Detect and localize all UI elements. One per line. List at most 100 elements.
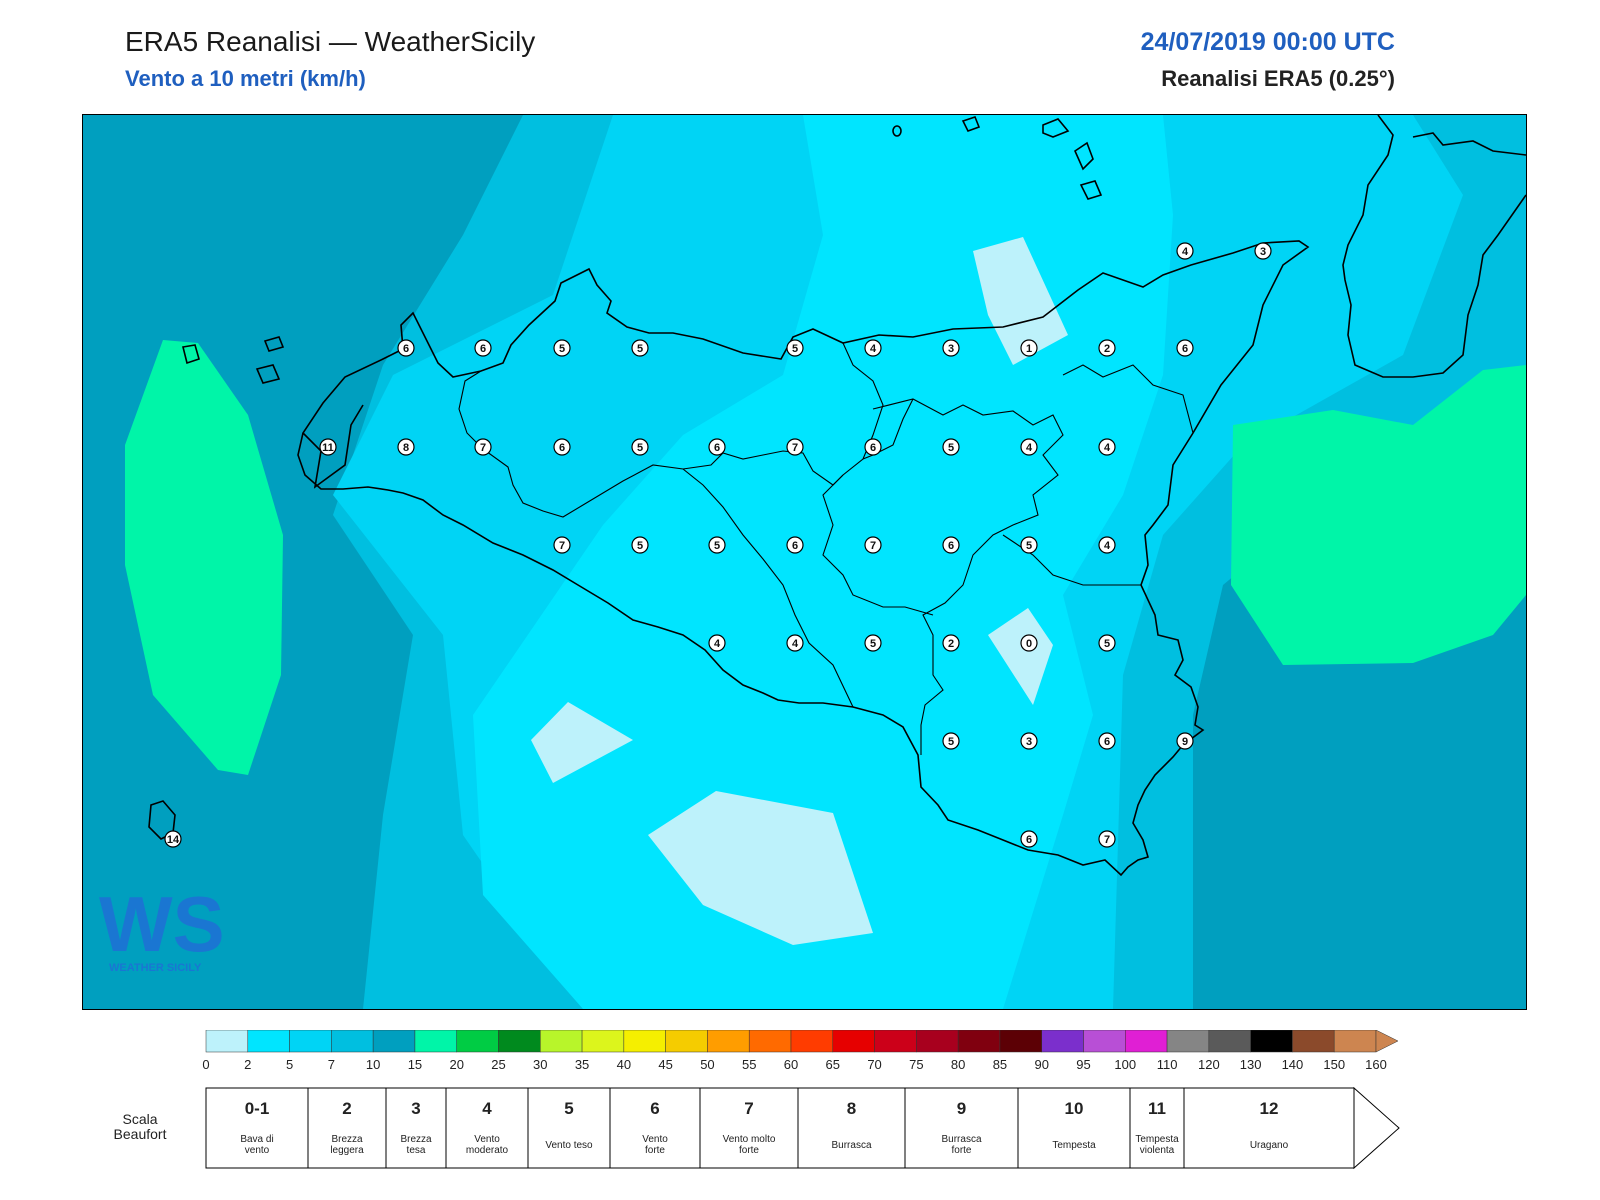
colorbar-segment bbox=[832, 1030, 875, 1053]
colorbar-tick-label: 10 bbox=[366, 1057, 380, 1072]
beaufort-number: 12 bbox=[1260, 1099, 1279, 1118]
station-marker: 8 bbox=[397, 438, 415, 456]
beaufort-name: Vento teso bbox=[545, 1140, 593, 1151]
colorbar-tick-label: 30 bbox=[533, 1057, 547, 1072]
station-value: 4 bbox=[1182, 246, 1189, 258]
colorbar-tick-label: 95 bbox=[1076, 1057, 1090, 1072]
colorbar-tick-label: 150 bbox=[1323, 1057, 1345, 1072]
colorbar-tick-label: 90 bbox=[1034, 1057, 1048, 1072]
colorbar-tick-label: 0 bbox=[202, 1057, 209, 1072]
colorbar-tick-label: 75 bbox=[909, 1057, 923, 1072]
beaufort-name: Vento bbox=[642, 1134, 668, 1145]
colorbar-segment bbox=[790, 1030, 834, 1053]
beaufort-name: forte bbox=[951, 1145, 971, 1156]
beaufort-number: 9 bbox=[957, 1099, 966, 1118]
station-marker: 3 bbox=[1254, 242, 1272, 260]
station-marker: 3 bbox=[942, 339, 960, 357]
colorbar-tick-label: 65 bbox=[826, 1057, 840, 1072]
colorbar-tick-label: 70 bbox=[867, 1057, 881, 1072]
colorbar-segment bbox=[1041, 1030, 1084, 1053]
station-value: 5 bbox=[948, 736, 954, 748]
colorbar-segment bbox=[1125, 1030, 1168, 1053]
station-value: 5 bbox=[792, 343, 798, 355]
colorbar-segment bbox=[205, 1030, 249, 1053]
station-value: 5 bbox=[559, 343, 565, 355]
station-value: 14 bbox=[167, 834, 180, 846]
weathersicily-logo: WS WEATHER SICILY bbox=[99, 880, 225, 974]
beaufort-number: 4 bbox=[482, 1099, 492, 1118]
station-value: 6 bbox=[792, 540, 798, 552]
station-value: 7 bbox=[480, 442, 486, 454]
station-marker: 5 bbox=[631, 438, 649, 456]
station-value: 4 bbox=[1104, 540, 1111, 552]
colorbar-tick-label: 2 bbox=[244, 1057, 251, 1072]
station-value: 5 bbox=[714, 540, 720, 552]
beaufort-number: 2 bbox=[342, 1099, 351, 1118]
colorbar-segment bbox=[1250, 1030, 1293, 1053]
colorbar-tick-label: 55 bbox=[742, 1057, 756, 1072]
station-marker: 5 bbox=[864, 634, 882, 652]
colorbar-segment bbox=[999, 1030, 1042, 1053]
colorbar-segment bbox=[331, 1030, 374, 1053]
colorbar-tick-label: 140 bbox=[1282, 1057, 1304, 1072]
station-marker: 5 bbox=[553, 339, 571, 357]
colorbar-tick-label: 20 bbox=[449, 1057, 463, 1072]
station-marker: 4 bbox=[1020, 438, 1038, 456]
colorbar-tick-label: 85 bbox=[993, 1057, 1007, 1072]
station-value: 4 bbox=[1104, 442, 1111, 454]
beaufort-number: 0-1 bbox=[245, 1099, 270, 1118]
valid-datetime: 24/07/2019 00:00 UTC bbox=[1140, 28, 1395, 56]
station-marker: 6 bbox=[786, 536, 804, 554]
station-marker: 7 bbox=[553, 536, 571, 554]
legend-area: 0 2 5 7 10 15 20 25 30 35 40 45 50 55 60 65 70 75 80 85 90 95… bbox=[202, 1030, 1400, 1170]
colorbar-segment bbox=[1333, 1030, 1377, 1053]
beaufort-number: 10 bbox=[1065, 1099, 1084, 1118]
beaufort-number: 5 bbox=[564, 1099, 573, 1118]
beaufort-class: 12 Uragano bbox=[1183, 1088, 1289, 1168]
colorbar-segment bbox=[289, 1030, 332, 1053]
station-value: 8 bbox=[403, 442, 409, 454]
station-value: 6 bbox=[1026, 834, 1032, 846]
station-value: 6 bbox=[403, 343, 409, 355]
station-value: 5 bbox=[870, 638, 876, 650]
station-value: 5 bbox=[1026, 540, 1032, 552]
station-marker: 6 bbox=[942, 536, 960, 554]
station-marker: 2 bbox=[942, 634, 960, 652]
colorbar-tick-label: 60 bbox=[784, 1057, 798, 1072]
station-marker: 14 bbox=[164, 830, 182, 848]
station-marker: 5 bbox=[708, 536, 726, 554]
station-marker: 6 bbox=[1176, 339, 1194, 357]
beaufort-class: 8 Burrasca bbox=[797, 1088, 872, 1168]
colorbar-tick-label: 15 bbox=[408, 1057, 422, 1072]
station-value: 6 bbox=[559, 442, 565, 454]
station-value: 7 bbox=[870, 540, 876, 552]
beaufort-number: 3 bbox=[411, 1099, 420, 1118]
beaufort-name: leggera bbox=[330, 1145, 364, 1156]
colorbar-tick-label: 110 bbox=[1157, 1057, 1178, 1072]
station-marker: 6 bbox=[397, 339, 415, 357]
colorbar-tick-label: 100 bbox=[1114, 1057, 1136, 1072]
station-value: 6 bbox=[948, 540, 954, 552]
station-value: 5 bbox=[637, 540, 643, 552]
station-marker: 5 bbox=[1098, 634, 1116, 652]
beaufort-name: tesa bbox=[407, 1145, 426, 1156]
colorbar: 0 2 5 7 10 15 20 25 30 35 40 45 50 55 60 65 70 75 80 85 90 95… bbox=[202, 1030, 1399, 1072]
colorbar-segment bbox=[414, 1030, 457, 1053]
map-title: ERA5 Reanalisi — WeatherSicily bbox=[125, 26, 536, 57]
station-marker: 6 bbox=[1098, 732, 1116, 750]
beaufort-name: Burrasca bbox=[831, 1140, 871, 1151]
station-marker: 5 bbox=[631, 339, 649, 357]
beaufort-name: Vento bbox=[474, 1134, 500, 1145]
beaufort-number: 7 bbox=[744, 1099, 753, 1118]
station-value: 2 bbox=[948, 638, 954, 650]
beaufort-name: Bava di bbox=[240, 1134, 273, 1145]
station-value: 4 bbox=[870, 343, 877, 355]
station-value: 6 bbox=[1104, 736, 1110, 748]
station-marker: 7 bbox=[1098, 830, 1116, 848]
colorbar-tick-label: 45 bbox=[658, 1057, 672, 1072]
